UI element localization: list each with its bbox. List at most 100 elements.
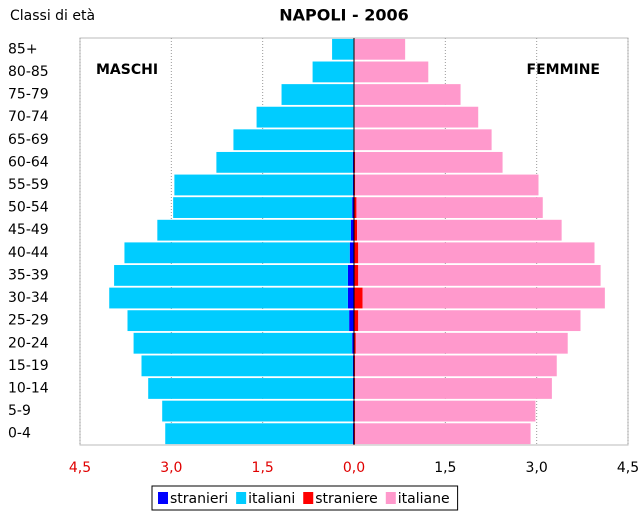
x-tick-label: 4,5 xyxy=(69,460,91,476)
bar xyxy=(352,197,354,218)
y-tick-label: 85+ xyxy=(8,41,38,57)
legend-label: straniere xyxy=(315,491,378,507)
y-tick-label: 25-29 xyxy=(8,313,49,329)
bar xyxy=(332,38,354,60)
bar xyxy=(354,61,429,83)
bar xyxy=(114,265,348,286)
y-tick-label: 75-79 xyxy=(8,87,49,103)
bar xyxy=(352,174,354,196)
bar xyxy=(256,106,354,128)
bar xyxy=(349,242,354,264)
y-tick-label: 0-4 xyxy=(8,426,31,442)
legend-swatch xyxy=(236,492,247,504)
left-label: MASCHI xyxy=(96,62,158,78)
y-tick-label: 15-19 xyxy=(8,358,49,374)
bar xyxy=(354,151,356,173)
bar xyxy=(354,38,406,60)
legend-swatch xyxy=(158,492,168,504)
x-tick-label: 1,5 xyxy=(252,460,274,476)
bar xyxy=(355,151,503,173)
bar xyxy=(352,355,354,377)
bar xyxy=(216,151,353,173)
bar xyxy=(352,423,354,445)
bar xyxy=(355,400,536,422)
y-tick-label: 65-69 xyxy=(8,132,49,148)
bar xyxy=(354,197,357,218)
x-tick-label: 1,5 xyxy=(434,460,456,476)
y-tick-label: 10-14 xyxy=(8,380,49,396)
bar xyxy=(354,265,359,286)
bar xyxy=(358,265,601,286)
bar xyxy=(352,378,354,399)
y-tick-label: 45-49 xyxy=(8,222,49,238)
y-axis-label: Classi di età xyxy=(10,8,95,24)
bar xyxy=(347,287,354,309)
bar xyxy=(354,219,358,241)
bar xyxy=(354,106,479,128)
bar xyxy=(355,378,552,399)
bar xyxy=(354,378,356,399)
bar xyxy=(355,174,539,196)
y-tick-label: 40-44 xyxy=(8,245,49,261)
bar xyxy=(352,400,354,422)
bar xyxy=(362,287,605,309)
bar xyxy=(157,219,351,241)
bar xyxy=(109,287,348,309)
bar xyxy=(355,332,568,354)
x-tick-label: 3,0 xyxy=(526,460,548,476)
bar xyxy=(358,310,581,332)
bar xyxy=(312,61,354,83)
y-tick-label: 30-34 xyxy=(8,290,49,306)
bar xyxy=(357,219,562,241)
y-tick-label: 50-54 xyxy=(8,200,49,216)
bar xyxy=(354,400,356,422)
legend-label: italiani xyxy=(248,491,295,507)
y-tick-label: 60-64 xyxy=(8,154,49,170)
bar xyxy=(354,355,356,377)
legend-swatch xyxy=(303,492,314,504)
bar xyxy=(354,310,359,332)
right-label: FEMMINE xyxy=(527,62,600,78)
bar xyxy=(127,310,350,332)
bar xyxy=(141,355,353,377)
bar xyxy=(352,332,354,354)
x-tick-label: 0,0 xyxy=(343,460,365,476)
legend-swatch xyxy=(385,492,396,504)
legend-label: italiane xyxy=(398,491,450,507)
bar xyxy=(124,242,350,264)
x-tick-label: 3,0 xyxy=(160,460,182,476)
bar xyxy=(148,378,353,399)
bar xyxy=(165,423,353,445)
y-tick-label: 5-9 xyxy=(8,403,31,419)
bar xyxy=(354,174,356,196)
bar xyxy=(173,197,353,218)
bar xyxy=(354,84,461,105)
bar xyxy=(354,129,492,151)
bar xyxy=(162,400,353,422)
bar xyxy=(354,332,356,354)
bar xyxy=(354,242,359,264)
y-tick-label: 70-74 xyxy=(8,109,49,125)
bar xyxy=(358,242,595,264)
bar xyxy=(355,423,531,445)
y-tick-label: 35-39 xyxy=(8,267,49,283)
bar xyxy=(350,219,354,241)
bar xyxy=(174,174,353,196)
bar xyxy=(233,129,354,151)
bar xyxy=(354,287,363,309)
bar xyxy=(347,265,354,286)
bar xyxy=(355,355,557,377)
bar xyxy=(281,84,354,105)
bar xyxy=(354,423,356,445)
x-tick-label: 4,5 xyxy=(617,460,639,476)
bar xyxy=(356,197,543,218)
y-tick-label: 20-24 xyxy=(8,335,49,351)
bar xyxy=(349,310,354,332)
chart-title: NAPOLI - 2006 xyxy=(279,6,409,25)
bar xyxy=(133,332,353,354)
y-tick-label: 55-59 xyxy=(8,177,49,193)
bar xyxy=(352,151,354,173)
y-tick-label: 80-85 xyxy=(8,64,49,80)
legend-label: stranieri xyxy=(170,491,228,507)
